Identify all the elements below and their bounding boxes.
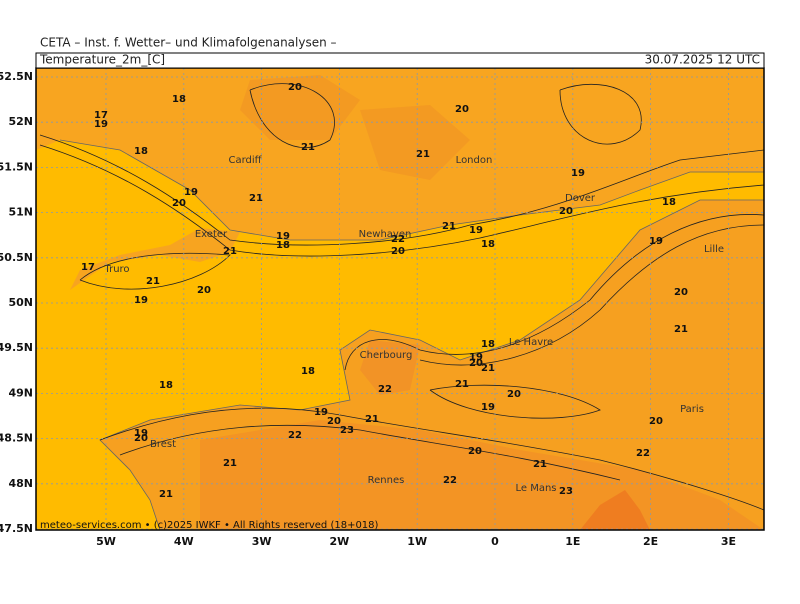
contour-label: 20: [649, 416, 663, 427]
lon-label: 2E: [643, 535, 658, 548]
parameter-label: Temperature_2m_[C]: [39, 53, 165, 67]
contour-label: 21: [455, 379, 469, 390]
contour-label: 18: [481, 339, 495, 350]
contour-label: 18: [662, 197, 676, 208]
contour-label: 20: [197, 285, 211, 296]
datetime-label: 30.07.2025 12 UTC: [645, 53, 760, 67]
lat-label: 51N: [8, 206, 33, 219]
city-label: Paris: [680, 404, 704, 415]
contour-label: 21: [416, 149, 430, 160]
contour-label: 18: [159, 380, 173, 391]
lon-label: 0: [491, 535, 499, 548]
contour-label: 19: [184, 187, 198, 198]
contour-label: 19: [571, 168, 585, 179]
contour-label: 17: [81, 262, 95, 273]
contour-label: 20: [172, 198, 186, 209]
contour-label: 20: [455, 104, 469, 115]
contour-label: 21: [533, 459, 547, 470]
city-label: Cardiff: [228, 155, 262, 166]
city-label: Le Havre: [509, 337, 553, 348]
lat-label: 47.5N: [0, 522, 33, 535]
contour-label: 20: [507, 389, 521, 400]
institute-title: CETA – Inst. f. Wetter– und Klimafolgena…: [40, 36, 337, 50]
contour-label: 21: [481, 363, 495, 374]
contour-label: 20: [674, 287, 688, 298]
contour-label: 19: [469, 352, 483, 363]
lat-label: 48.5N: [0, 432, 33, 445]
city-label: Lille: [704, 244, 724, 255]
contour-label: 20: [468, 446, 482, 457]
city-label: Brest: [150, 439, 176, 450]
contour-label: 20: [391, 246, 405, 257]
contour-label: 22: [288, 430, 302, 441]
contour-label: 21: [365, 414, 379, 425]
contour-label: 21: [442, 221, 456, 232]
lat-label: 50N: [8, 296, 33, 309]
contour-label: 23: [340, 425, 354, 436]
lon-label: 5W: [96, 535, 116, 548]
lat-label: 49N: [8, 386, 33, 399]
lon-label: 3E: [721, 535, 736, 548]
city-label: Truro: [103, 264, 129, 275]
contour-label: 19: [134, 295, 148, 306]
contour-label: 18: [172, 94, 186, 105]
contour-label: 22: [636, 448, 650, 459]
contour-label: 19: [481, 402, 495, 413]
city-label: Rennes: [368, 475, 405, 486]
contour-label: 20: [134, 433, 148, 444]
contour-label: 19: [94, 119, 108, 130]
title-bar: [35, 52, 765, 69]
lon-label: 1W: [407, 535, 427, 548]
contour-label: 22: [391, 234, 405, 245]
lon-label: 4W: [174, 535, 194, 548]
contour-label: 20: [469, 358, 483, 369]
contour-label: 20: [288, 82, 302, 93]
city-label: Exeter: [195, 229, 228, 240]
contour-label: 18: [276, 240, 290, 251]
lat-label: 52N: [8, 115, 33, 128]
contour-label: 19: [134, 428, 148, 439]
contour-label: 20: [327, 416, 341, 427]
city-label: Dover: [565, 193, 596, 204]
contour-label: 21: [249, 193, 263, 204]
city-label: Newhaven: [359, 229, 412, 240]
city-label: Le Mans: [515, 483, 556, 494]
lat-label: 49.5N: [0, 341, 33, 354]
contour-label: 22: [378, 384, 392, 395]
contour-label: 19: [469, 225, 483, 236]
contour-label: 21: [301, 142, 315, 153]
lat-label: 51.5N: [0, 160, 33, 173]
contour-label: 19: [314, 407, 328, 418]
contour-label: 21: [674, 324, 688, 335]
contour-label: 18: [134, 146, 148, 157]
lon-label: 2W: [330, 535, 350, 548]
contour-label: 21: [159, 489, 173, 500]
contour-label: 20: [559, 206, 573, 217]
graticule: [36, 68, 764, 530]
contour-label: 17: [94, 110, 108, 121]
contour-label: 18: [481, 239, 495, 250]
contour-label: 21: [223, 458, 237, 469]
city-label: Cherbourg: [360, 350, 413, 361]
lon-label: 3W: [252, 535, 272, 548]
contour-label: 21: [223, 246, 237, 257]
contour-label: 21: [146, 276, 160, 287]
contour-label: 19: [276, 231, 290, 242]
map-labels: Cardiff London Dover Exeter Newhaven Truro Lil…: [81, 82, 724, 500]
contour-label: 22: [443, 475, 457, 486]
contour-label: 23: [559, 486, 573, 497]
contour-label: 19: [649, 236, 663, 247]
lat-label: 50.5N: [0, 251, 33, 264]
lat-label: 48N: [8, 477, 33, 490]
temperature-field: [36, 68, 764, 530]
city-label: London: [456, 155, 493, 166]
lat-label: 52.5N: [0, 70, 33, 83]
copyright-footer: meteo-services.com • (c)2025 IWKF • All …: [40, 520, 379, 531]
lon-label: 1E: [565, 535, 580, 548]
contour-label: 18: [301, 366, 315, 377]
